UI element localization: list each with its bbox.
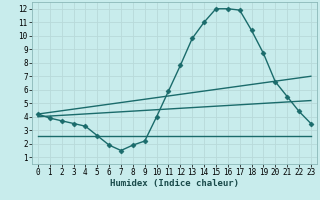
X-axis label: Humidex (Indice chaleur): Humidex (Indice chaleur) [110, 179, 239, 188]
